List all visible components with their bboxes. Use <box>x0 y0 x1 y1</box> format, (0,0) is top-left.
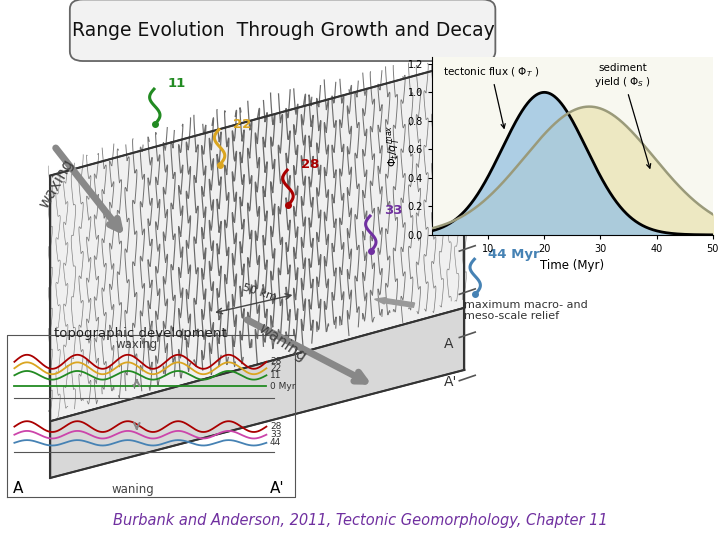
Text: topographic development: topographic development <box>54 327 227 341</box>
Text: 50 km: 50 km <box>241 282 277 303</box>
Text: 33: 33 <box>270 430 282 439</box>
Text: A: A <box>444 338 454 352</box>
Text: 44 Myr: 44 Myr <box>488 247 540 261</box>
X-axis label: Time (Myr): Time (Myr) <box>540 260 605 273</box>
FancyBboxPatch shape <box>70 0 495 61</box>
Text: 28: 28 <box>270 422 282 431</box>
Text: sediment
yield ( $\Phi_S$ ): sediment yield ( $\Phi_S$ ) <box>595 63 652 168</box>
Text: waxing: waxing <box>116 338 158 352</box>
Text: waning: waning <box>112 483 155 496</box>
Text: waxing: waxing <box>36 156 76 211</box>
Text: Burbank and Anderson, 2011, Tectonic Geomorphology, Chapter 11: Burbank and Anderson, 2011, Tectonic Geo… <box>113 513 607 528</box>
Text: 0 Myr: 0 Myr <box>270 382 295 390</box>
Text: 33: 33 <box>384 204 402 218</box>
Text: tectonic flux ( $\Phi_T$ ): tectonic flux ( $\Phi_T$ ) <box>444 65 539 128</box>
Text: 28: 28 <box>301 158 320 172</box>
Text: 11: 11 <box>270 371 282 380</box>
Text: 44: 44 <box>270 438 282 447</box>
Text: 22: 22 <box>270 364 282 373</box>
Text: maximum macro- and
meso-scale relief: maximum macro- and meso-scale relief <box>464 300 588 321</box>
Text: A': A' <box>270 481 284 496</box>
Text: Range Evolution  Through Growth and Decay: Range Evolution Through Growth and Decay <box>71 21 495 40</box>
Polygon shape <box>50 62 464 421</box>
Polygon shape <box>50 308 464 478</box>
Text: 11: 11 <box>168 77 186 91</box>
Y-axis label: $\Phi_t/q_T^{max}$: $\Phi_t/q_T^{max}$ <box>385 125 402 167</box>
Text: A': A' <box>444 375 458 389</box>
FancyArrow shape <box>374 298 415 307</box>
Text: A: A <box>13 481 23 496</box>
Text: waning: waning <box>256 321 310 365</box>
Text: 22: 22 <box>233 118 251 131</box>
Text: 28: 28 <box>270 357 282 366</box>
